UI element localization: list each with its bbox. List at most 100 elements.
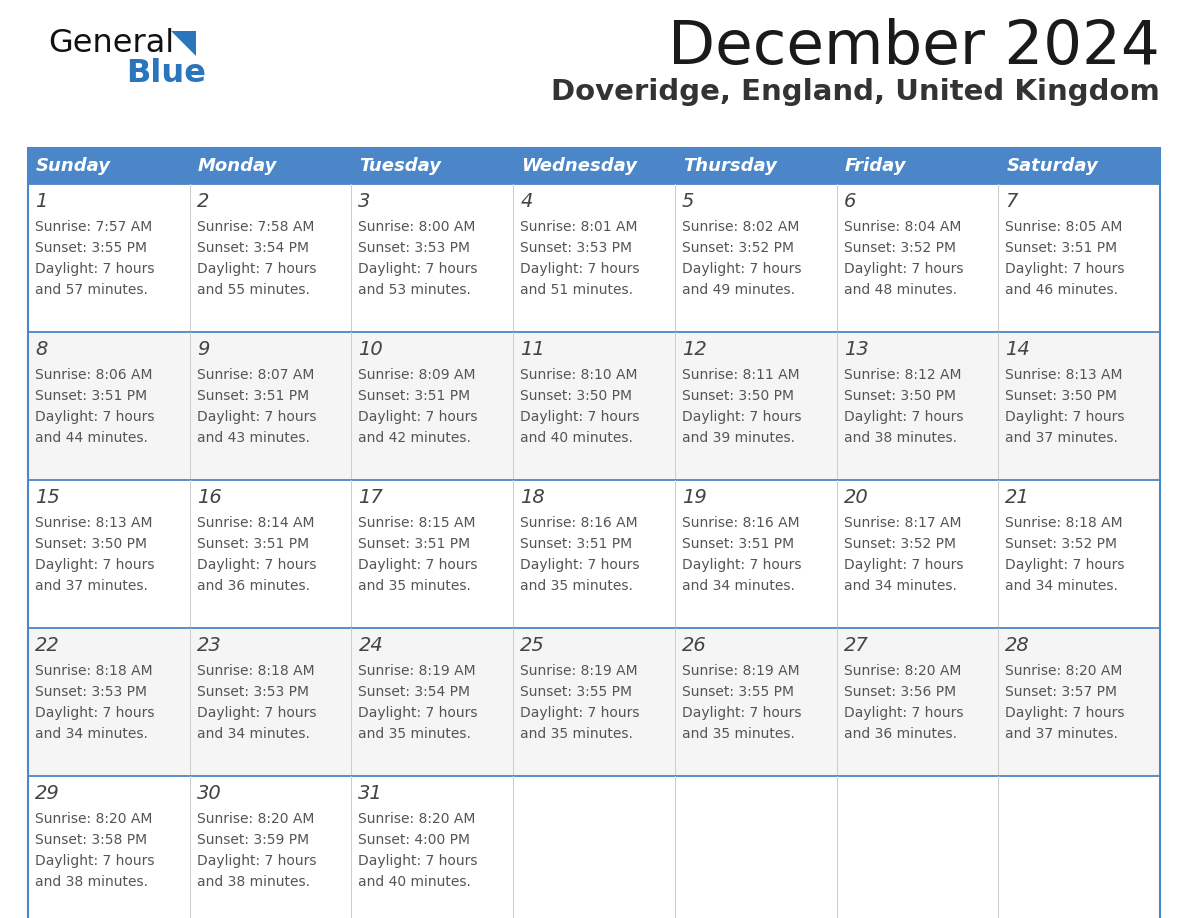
Text: Sunrise: 8:07 AM: Sunrise: 8:07 AM bbox=[197, 368, 314, 382]
Text: 31: 31 bbox=[359, 784, 384, 803]
Text: Daylight: 7 hours: Daylight: 7 hours bbox=[197, 854, 316, 868]
Text: Sunrise: 8:15 AM: Sunrise: 8:15 AM bbox=[359, 516, 476, 530]
Text: Sunset: 3:53 PM: Sunset: 3:53 PM bbox=[197, 685, 309, 699]
Text: and 48 minutes.: and 48 minutes. bbox=[843, 283, 956, 297]
Text: and 35 minutes.: and 35 minutes. bbox=[520, 579, 633, 593]
Text: 19: 19 bbox=[682, 488, 707, 507]
Text: and 35 minutes.: and 35 minutes. bbox=[359, 727, 472, 741]
Text: 30: 30 bbox=[197, 784, 221, 803]
Text: Sunset: 3:59 PM: Sunset: 3:59 PM bbox=[197, 833, 309, 847]
Text: Sunrise: 8:00 AM: Sunrise: 8:00 AM bbox=[359, 220, 476, 234]
Text: and 35 minutes.: and 35 minutes. bbox=[520, 727, 633, 741]
Text: and 34 minutes.: and 34 minutes. bbox=[34, 727, 147, 741]
Text: and 37 minutes.: and 37 minutes. bbox=[1005, 727, 1118, 741]
Text: Sunset: 3:51 PM: Sunset: 3:51 PM bbox=[359, 537, 470, 551]
Text: Sunrise: 8:06 AM: Sunrise: 8:06 AM bbox=[34, 368, 152, 382]
Text: Wednesday: Wednesday bbox=[522, 157, 637, 175]
Text: Thursday: Thursday bbox=[683, 157, 777, 175]
Bar bbox=[29, 480, 1159, 628]
Text: Sunrise: 7:58 AM: Sunrise: 7:58 AM bbox=[197, 220, 314, 234]
Text: Sunset: 3:51 PM: Sunset: 3:51 PM bbox=[197, 389, 309, 403]
Text: and 57 minutes.: and 57 minutes. bbox=[34, 283, 147, 297]
Text: and 49 minutes.: and 49 minutes. bbox=[682, 283, 795, 297]
Text: 24: 24 bbox=[359, 636, 384, 655]
Text: Sunday: Sunday bbox=[36, 157, 110, 175]
Text: Daylight: 7 hours: Daylight: 7 hours bbox=[682, 262, 802, 276]
Text: Sunrise: 8:18 AM: Sunrise: 8:18 AM bbox=[197, 664, 315, 678]
Text: Sunset: 3:50 PM: Sunset: 3:50 PM bbox=[682, 389, 794, 403]
Text: Sunrise: 7:57 AM: Sunrise: 7:57 AM bbox=[34, 220, 152, 234]
Text: Sunrise: 8:16 AM: Sunrise: 8:16 AM bbox=[520, 516, 638, 530]
Text: Sunset: 3:50 PM: Sunset: 3:50 PM bbox=[1005, 389, 1117, 403]
Text: and 38 minutes.: and 38 minutes. bbox=[843, 431, 956, 445]
Text: 12: 12 bbox=[682, 340, 707, 359]
Text: 18: 18 bbox=[520, 488, 545, 507]
Text: and 55 minutes.: and 55 minutes. bbox=[197, 283, 310, 297]
Text: Daylight: 7 hours: Daylight: 7 hours bbox=[359, 410, 478, 424]
Text: 5: 5 bbox=[682, 192, 694, 211]
Text: Sunrise: 8:01 AM: Sunrise: 8:01 AM bbox=[520, 220, 638, 234]
Text: Daylight: 7 hours: Daylight: 7 hours bbox=[843, 410, 963, 424]
Text: Sunset: 4:00 PM: Sunset: 4:00 PM bbox=[359, 833, 470, 847]
Text: 21: 21 bbox=[1005, 488, 1030, 507]
Text: Sunset: 3:51 PM: Sunset: 3:51 PM bbox=[682, 537, 794, 551]
Text: Tuesday: Tuesday bbox=[360, 157, 442, 175]
Text: Sunset: 3:51 PM: Sunset: 3:51 PM bbox=[359, 389, 470, 403]
Text: and 43 minutes.: and 43 minutes. bbox=[197, 431, 310, 445]
Text: Daylight: 7 hours: Daylight: 7 hours bbox=[34, 262, 154, 276]
Bar bbox=[29, 148, 1159, 918]
Text: and 37 minutes.: and 37 minutes. bbox=[1005, 431, 1118, 445]
Text: Daylight: 7 hours: Daylight: 7 hours bbox=[520, 262, 639, 276]
Text: Sunset: 3:52 PM: Sunset: 3:52 PM bbox=[843, 537, 955, 551]
Text: Sunrise: 8:14 AM: Sunrise: 8:14 AM bbox=[197, 516, 314, 530]
Text: Daylight: 7 hours: Daylight: 7 hours bbox=[359, 558, 478, 572]
Text: Daylight: 7 hours: Daylight: 7 hours bbox=[520, 558, 639, 572]
Text: 10: 10 bbox=[359, 340, 384, 359]
Text: 7: 7 bbox=[1005, 192, 1018, 211]
Bar bbox=[29, 776, 1159, 918]
Text: 4: 4 bbox=[520, 192, 532, 211]
Text: Daylight: 7 hours: Daylight: 7 hours bbox=[1005, 706, 1125, 720]
Text: Blue: Blue bbox=[126, 58, 206, 89]
Text: Daylight: 7 hours: Daylight: 7 hours bbox=[843, 558, 963, 572]
Text: and 37 minutes.: and 37 minutes. bbox=[34, 579, 147, 593]
Text: 26: 26 bbox=[682, 636, 707, 655]
Text: 22: 22 bbox=[34, 636, 59, 655]
Text: and 44 minutes.: and 44 minutes. bbox=[34, 431, 147, 445]
Text: 23: 23 bbox=[197, 636, 221, 655]
Text: Daylight: 7 hours: Daylight: 7 hours bbox=[1005, 558, 1125, 572]
Text: and 42 minutes.: and 42 minutes. bbox=[359, 431, 472, 445]
Text: Daylight: 7 hours: Daylight: 7 hours bbox=[197, 410, 316, 424]
Text: Daylight: 7 hours: Daylight: 7 hours bbox=[197, 706, 316, 720]
Text: Sunrise: 8:20 AM: Sunrise: 8:20 AM bbox=[197, 812, 314, 826]
Text: Sunset: 3:53 PM: Sunset: 3:53 PM bbox=[359, 241, 470, 255]
Text: 8: 8 bbox=[34, 340, 48, 359]
Text: and 38 minutes.: and 38 minutes. bbox=[34, 875, 148, 889]
Text: 15: 15 bbox=[34, 488, 59, 507]
Text: Sunrise: 8:18 AM: Sunrise: 8:18 AM bbox=[34, 664, 152, 678]
Text: Sunrise: 8:09 AM: Sunrise: 8:09 AM bbox=[359, 368, 476, 382]
Text: Sunset: 3:53 PM: Sunset: 3:53 PM bbox=[520, 241, 632, 255]
Text: Daylight: 7 hours: Daylight: 7 hours bbox=[34, 854, 154, 868]
Text: and 35 minutes.: and 35 minutes. bbox=[359, 579, 472, 593]
Text: Sunrise: 8:12 AM: Sunrise: 8:12 AM bbox=[843, 368, 961, 382]
Text: General: General bbox=[48, 28, 175, 59]
Text: Monday: Monday bbox=[197, 157, 277, 175]
Text: Sunrise: 8:20 AM: Sunrise: 8:20 AM bbox=[34, 812, 152, 826]
Text: Sunrise: 8:10 AM: Sunrise: 8:10 AM bbox=[520, 368, 638, 382]
Text: Daylight: 7 hours: Daylight: 7 hours bbox=[197, 262, 316, 276]
Text: and 39 minutes.: and 39 minutes. bbox=[682, 431, 795, 445]
Text: Sunset: 3:54 PM: Sunset: 3:54 PM bbox=[359, 685, 470, 699]
Text: Saturday: Saturday bbox=[1006, 157, 1098, 175]
Text: Sunrise: 8:20 AM: Sunrise: 8:20 AM bbox=[843, 664, 961, 678]
Text: Daylight: 7 hours: Daylight: 7 hours bbox=[520, 706, 639, 720]
Text: and 34 minutes.: and 34 minutes. bbox=[197, 727, 310, 741]
Text: Sunset: 3:50 PM: Sunset: 3:50 PM bbox=[520, 389, 632, 403]
Text: 17: 17 bbox=[359, 488, 384, 507]
Text: Daylight: 7 hours: Daylight: 7 hours bbox=[1005, 262, 1125, 276]
Bar bbox=[29, 628, 1159, 776]
Text: Daylight: 7 hours: Daylight: 7 hours bbox=[520, 410, 639, 424]
Text: Sunset: 3:51 PM: Sunset: 3:51 PM bbox=[1005, 241, 1118, 255]
Text: and 35 minutes.: and 35 minutes. bbox=[682, 727, 795, 741]
Text: and 40 minutes.: and 40 minutes. bbox=[520, 431, 633, 445]
